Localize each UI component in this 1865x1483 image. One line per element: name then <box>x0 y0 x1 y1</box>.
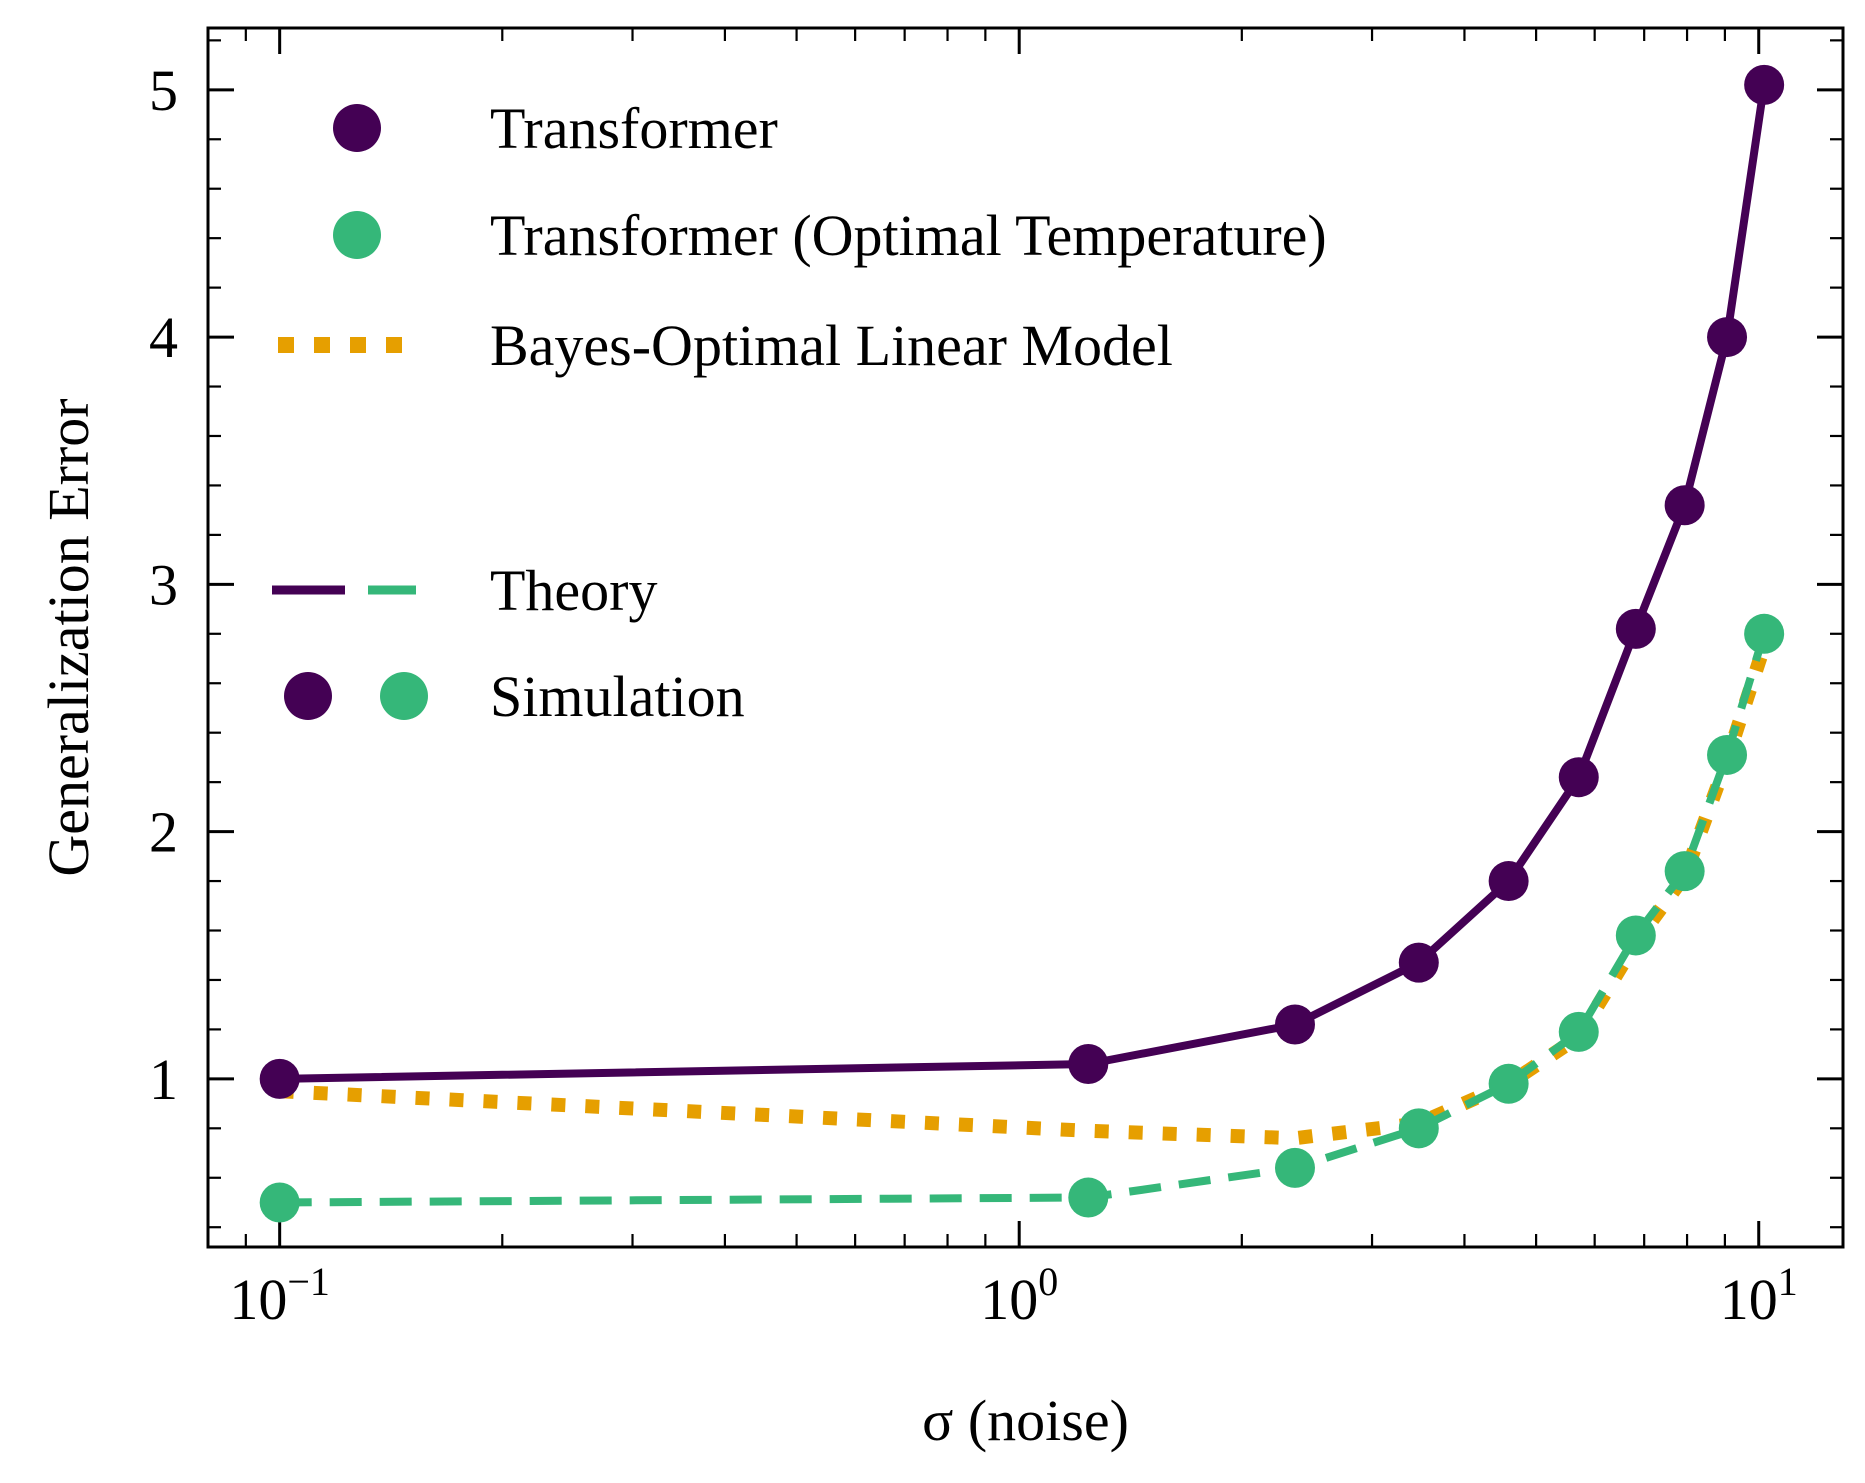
data-point <box>1707 734 1748 775</box>
data-point <box>259 1182 300 1223</box>
data-point <box>1068 1177 1109 1218</box>
data-point <box>1068 1044 1109 1085</box>
data-point <box>1488 1063 1529 1104</box>
y-tick-label: 4 <box>149 305 178 370</box>
legend-marker <box>333 104 381 152</box>
plot-frame <box>206 26 1845 1249</box>
data-point <box>1558 757 1599 798</box>
tick-labels: 1 2 3 4 5 10−1 100 101 <box>149 58 1798 1332</box>
data-point <box>1274 1004 1315 1045</box>
data-point <box>1744 613 1785 654</box>
legend-item: Transformer (Optimal Temperature) <box>333 203 1327 268</box>
legend-label: Bayes-Optimal Linear Model <box>490 313 1173 378</box>
axis-ticks <box>206 28 1843 1247</box>
y-tick-label: 1 <box>149 1047 178 1112</box>
series-line-transformer <box>279 84 1769 1083</box>
legend-label: Theory <box>490 558 658 623</box>
series-lines <box>279 84 1771 1207</box>
legend-label: Transformer <box>490 96 778 161</box>
legend-item: Bayes-Optimal Linear Model <box>278 313 1173 378</box>
legend-marker <box>284 672 332 720</box>
data-point <box>1707 317 1748 358</box>
legend-marker <box>333 211 381 259</box>
legend: Transformer Transformer (Optimal Temperat… <box>272 96 1327 729</box>
y-axis-label: Generalization Error <box>36 398 101 876</box>
legend-item: Transformer <box>333 96 778 161</box>
data-point <box>1615 608 1656 649</box>
y-tick-label: 3 <box>149 552 178 617</box>
data-point <box>1488 861 1529 902</box>
series-line-transformer-optimal-temperature- <box>279 632 1768 1207</box>
data-point <box>1664 485 1705 526</box>
y-tick-label: 2 <box>149 800 178 865</box>
x-tick-label: 101 <box>1720 1259 1798 1332</box>
y-tick-label: 5 <box>149 58 178 123</box>
legend-marker <box>380 672 428 720</box>
legend-item: Theory <box>272 558 658 623</box>
data-point <box>1398 1108 1439 1149</box>
legend-label: Transformer (Optimal Temperature) <box>490 203 1327 268</box>
x-tick-label: 10−1 <box>229 1259 330 1332</box>
data-point <box>1744 64 1785 105</box>
data-point <box>1664 851 1705 892</box>
legend-label: Simulation <box>490 664 745 729</box>
data-point <box>259 1058 300 1099</box>
x-axis-label: σ (noise) <box>922 1388 1129 1453</box>
series-markers <box>259 64 1785 1223</box>
data-point <box>1615 915 1656 956</box>
data-point <box>1274 1147 1315 1188</box>
x-tick-label: 100 <box>980 1259 1058 1332</box>
legend-item: Simulation <box>284 664 745 729</box>
data-point <box>1398 942 1439 983</box>
data-point <box>1558 1011 1599 1052</box>
